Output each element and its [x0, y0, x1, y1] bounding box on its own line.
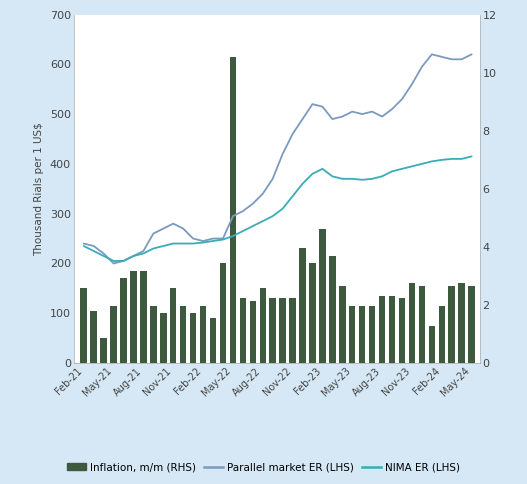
Bar	[91, 311, 97, 363]
Legend: Inflation, m/m (RHS), Parallel market ER (LHS), NIMA ER (LHS): Inflation, m/m (RHS), Parallel market ER…	[63, 458, 464, 476]
Bar	[299, 248, 306, 363]
Bar	[170, 288, 177, 363]
Bar	[259, 288, 266, 363]
Bar	[110, 306, 117, 363]
Bar	[438, 306, 445, 363]
Bar	[469, 286, 475, 363]
Y-axis label: Thousand Rials per 1 US$: Thousand Rials per 1 US$	[34, 122, 44, 256]
Bar	[220, 263, 226, 363]
Bar	[369, 306, 375, 363]
Bar	[140, 271, 147, 363]
Bar	[289, 298, 296, 363]
Bar	[349, 306, 356, 363]
Bar	[81, 288, 87, 363]
Bar	[150, 306, 157, 363]
Bar	[319, 228, 326, 363]
Bar	[130, 271, 136, 363]
Bar	[190, 313, 197, 363]
Bar	[200, 306, 206, 363]
Bar	[120, 278, 126, 363]
Bar	[100, 338, 107, 363]
Bar	[240, 298, 246, 363]
Bar	[269, 298, 276, 363]
Bar	[389, 296, 395, 363]
Bar	[428, 326, 435, 363]
Bar	[329, 256, 336, 363]
Bar	[359, 306, 365, 363]
Bar	[250, 301, 256, 363]
Bar	[339, 286, 346, 363]
Bar	[399, 298, 405, 363]
Bar	[379, 296, 385, 363]
Bar	[448, 286, 455, 363]
Bar	[279, 298, 286, 363]
Bar	[230, 57, 236, 363]
Bar	[458, 283, 465, 363]
Bar	[309, 263, 316, 363]
Bar	[418, 286, 425, 363]
Bar	[210, 318, 216, 363]
Bar	[409, 283, 415, 363]
Bar	[160, 313, 167, 363]
Bar	[180, 306, 187, 363]
